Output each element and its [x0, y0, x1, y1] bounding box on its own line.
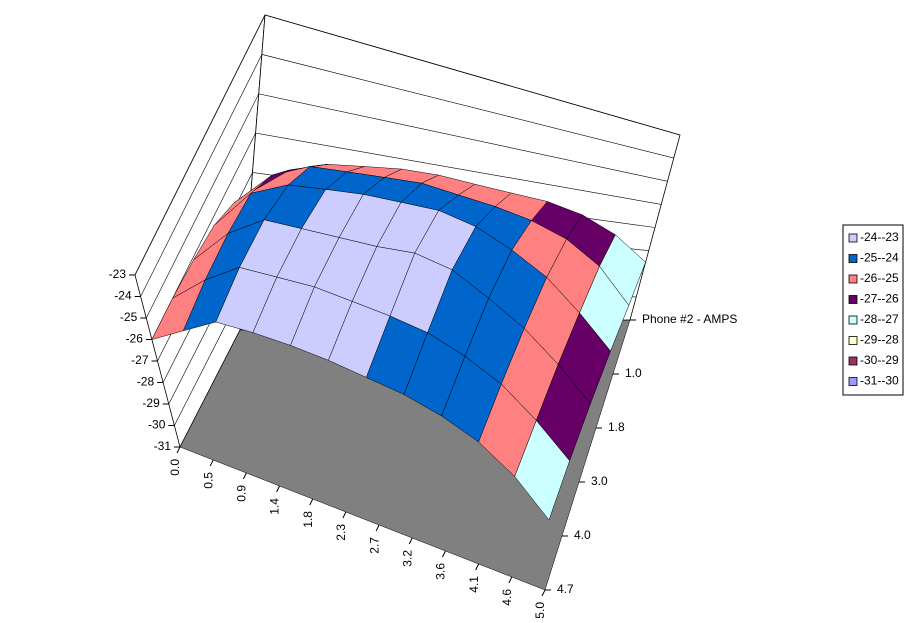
z-tick-label: -25	[120, 310, 138, 324]
x-tick	[508, 576, 513, 584]
x-tick	[309, 498, 314, 506]
x-tick	[475, 563, 480, 571]
x-tick-label: 4.6	[500, 589, 514, 606]
x-tick	[375, 524, 380, 532]
legend-swatch	[848, 295, 858, 304]
x-tick-label: 5.0	[533, 602, 547, 619]
legend-label: -29--28	[860, 333, 899, 347]
legend-swatch	[848, 336, 858, 345]
series-label: 1.8	[608, 420, 625, 434]
x-tick-label: 0.5	[201, 472, 215, 489]
z-tick-label: -28	[137, 375, 155, 389]
legend-label: -28--27	[860, 312, 899, 326]
grid-line	[146, 93, 668, 319]
series-label: 3.0	[591, 474, 608, 488]
x-tick	[176, 446, 181, 454]
legend-label: -30--29	[860, 353, 899, 367]
grid-line	[134, 14, 681, 276]
z-tick-label: -26	[126, 332, 144, 346]
z-tick-label: -31	[154, 439, 172, 453]
grid-line	[140, 54, 674, 297]
x-tick	[408, 537, 413, 545]
x-tick	[342, 511, 347, 519]
legend-swatch	[848, 254, 858, 263]
x-tick	[209, 459, 214, 467]
legend-swatch	[848, 315, 858, 325]
series-label: 1.0	[625, 366, 642, 380]
x-tick-label: 1.8	[301, 511, 315, 528]
x-tick	[442, 550, 446, 558]
x-tick	[242, 472, 247, 480]
legend-swatch	[848, 377, 858, 386]
legend-label: -27--26	[860, 292, 899, 306]
series-label: Phone #2 - AMPS	[642, 312, 737, 326]
x-tick-label: 0.0	[168, 459, 182, 476]
series-label: 4.7	[557, 582, 574, 596]
surface-face	[151, 279, 206, 340]
z-tick-label: -30	[148, 418, 166, 432]
legend-box	[842, 224, 904, 396]
z-tick-label: -27	[131, 353, 149, 367]
surface-face	[514, 420, 570, 521]
x-tick-label: 3.6	[434, 563, 448, 580]
legend-label: -31--30	[860, 374, 899, 388]
legend-swatch	[848, 274, 858, 284]
legend-swatch	[848, 233, 858, 243]
z-tick-label: -29	[142, 396, 160, 410]
legend-label: -26--25	[860, 271, 899, 285]
x-tick-label: 0.9	[235, 485, 249, 502]
legend-swatch	[848, 356, 858, 366]
z-tick-label: -24	[114, 289, 132, 303]
x-tick-label: 2.7	[367, 537, 381, 554]
x-tick	[541, 589, 546, 597]
x-tick-label: 1.4	[268, 498, 282, 515]
x-tick	[276, 485, 280, 493]
z-tick-label: -23	[109, 267, 127, 281]
x-tick-label: 3.2	[400, 550, 414, 567]
legend-label: -25--24	[860, 251, 899, 265]
series-label: 4.0	[574, 528, 591, 542]
grid-line	[151, 132, 662, 340]
x-tick-label: 2.3	[334, 524, 348, 541]
legend-label: -24--23	[860, 230, 899, 244]
x-tick-label: 4.1	[467, 576, 481, 593]
